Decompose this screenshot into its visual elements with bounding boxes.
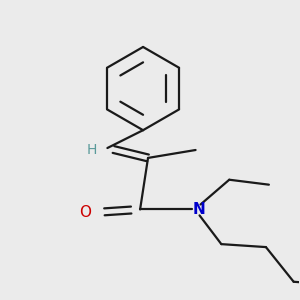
Text: N: N (192, 202, 205, 217)
Text: H: H (86, 143, 97, 157)
Text: O: O (80, 205, 92, 220)
